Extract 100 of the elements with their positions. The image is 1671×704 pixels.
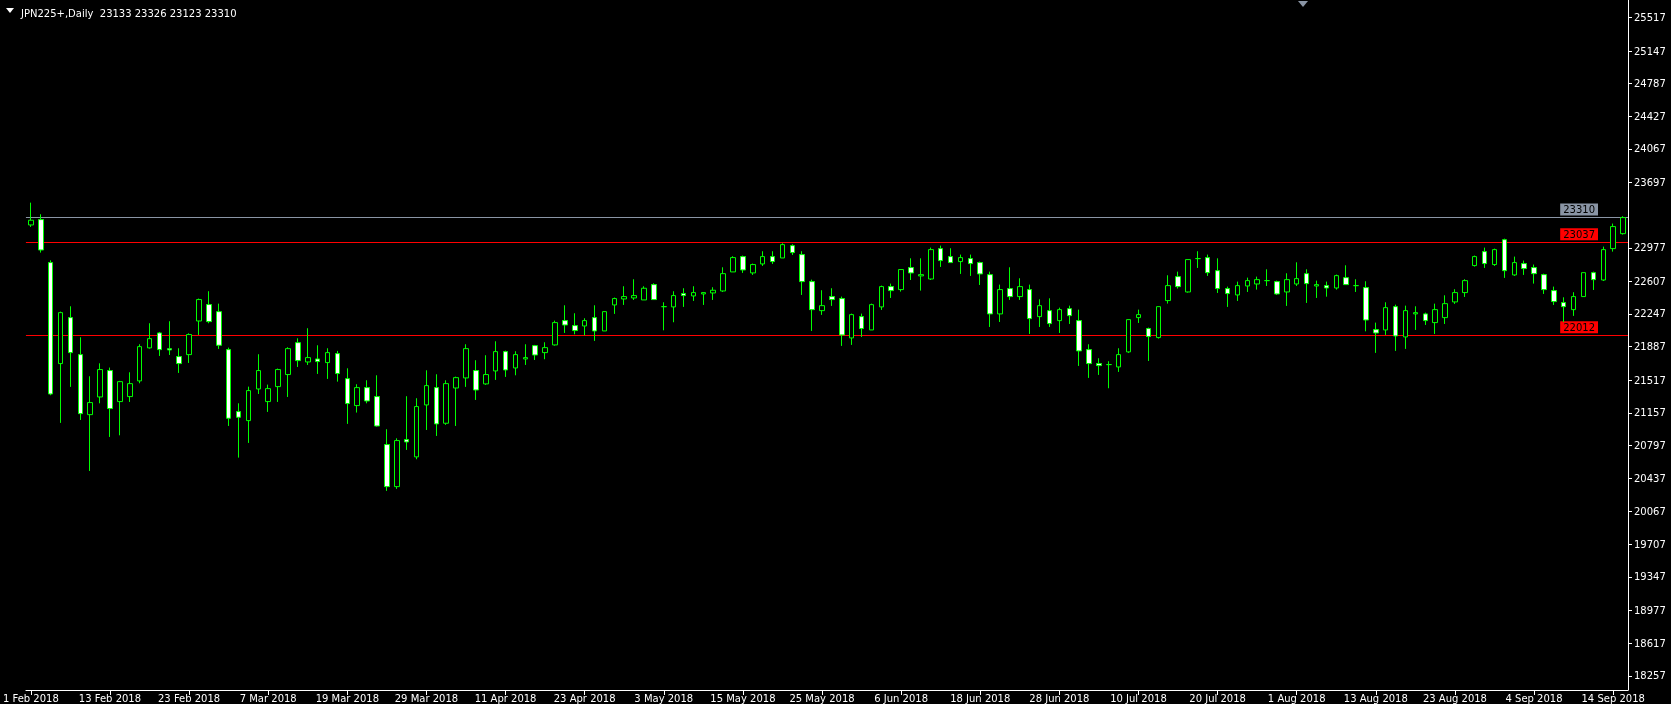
candlestick	[572, 312, 578, 335]
candlestick	[1472, 255, 1477, 268]
x-tick-label: 6 Jun 2018	[874, 692, 929, 704]
candlestick	[196, 298, 202, 336]
candlestick	[1541, 273, 1547, 295]
candlestick	[523, 343, 528, 366]
candlestick	[107, 367, 113, 438]
candlestick	[997, 284, 1003, 323]
x-tick-label: 7 Mar 2018	[239, 692, 297, 704]
candlestick	[1551, 286, 1557, 306]
candlestick	[1314, 280, 1319, 299]
candlestick	[493, 340, 498, 381]
candlestick	[434, 373, 439, 437]
candlestick	[424, 369, 429, 431]
y-tick-label: 18257	[1634, 670, 1666, 682]
candlestick	[1017, 277, 1023, 301]
candlestick	[68, 305, 73, 388]
y-tick-label: 24787	[1634, 78, 1666, 90]
x-tick-label: 11 Apr 2018	[474, 692, 537, 704]
candlestick	[1581, 272, 1586, 298]
candlestick	[661, 301, 667, 331]
candlestick	[127, 371, 133, 403]
candlestick	[1601, 246, 1606, 282]
candlestick	[849, 313, 854, 346]
candlestick	[562, 304, 568, 334]
x-tick-label: 1 Aug 2018	[1267, 692, 1326, 704]
candlestick	[869, 303, 874, 331]
candlestick	[898, 269, 904, 293]
candlestick	[1373, 322, 1379, 354]
candlestick	[1304, 268, 1309, 304]
candlestick	[1205, 254, 1210, 277]
y-tick-label: 20437	[1634, 472, 1666, 484]
candlestick	[1492, 248, 1497, 267]
y-tick-label: 21157	[1634, 407, 1666, 419]
candlestick	[602, 311, 607, 332]
candlestick	[651, 282, 657, 301]
candlestick	[216, 303, 222, 350]
candlestick	[97, 362, 103, 404]
candlestick	[1067, 305, 1072, 325]
candlestick	[1294, 261, 1299, 287]
y-tick-label: 20067	[1634, 506, 1666, 518]
candlestick	[147, 322, 152, 350]
candlestick	[295, 337, 301, 368]
candlestick	[592, 304, 597, 342]
candlestick	[790, 243, 795, 256]
candlestick	[176, 347, 182, 374]
candlestick	[641, 285, 647, 301]
candlestick	[48, 259, 53, 396]
candlestick	[1284, 272, 1290, 307]
candlestick	[1274, 280, 1280, 296]
candlestick	[275, 368, 281, 403]
candlestick	[542, 341, 548, 360]
candlestick	[117, 380, 123, 436]
candlestick	[968, 254, 973, 277]
candlestick	[1136, 309, 1141, 324]
candlestick	[740, 255, 746, 274]
y-tick-label: 19707	[1634, 538, 1666, 550]
candlestick	[879, 285, 884, 311]
candlestick	[1324, 281, 1329, 298]
candlestick	[1561, 296, 1566, 323]
x-tick-label: 10 Jul 2018	[1110, 692, 1167, 704]
candlestick	[799, 250, 805, 296]
candlestick	[958, 254, 963, 275]
candlestick	[1146, 327, 1151, 362]
candlestick	[631, 278, 637, 301]
candlestick	[1156, 306, 1161, 340]
candlestick	[710, 286, 716, 301]
x-tick-label: 15 May 2018	[710, 692, 776, 704]
candlestick	[1225, 286, 1230, 308]
x-tick-label: 1 Feb 2018	[2, 692, 59, 704]
x-tick-label: 23 Apr 2018	[553, 692, 616, 704]
candlestick	[1571, 291, 1576, 317]
candlestick	[364, 379, 370, 404]
x-tick-label: 23 Feb 2018	[157, 692, 221, 704]
candlestick	[246, 386, 251, 444]
x-tick-label: 13 Aug 2018	[1343, 692, 1408, 704]
candlestick	[1086, 343, 1092, 379]
candlestick	[1620, 215, 1626, 236]
candlestick	[1482, 247, 1487, 269]
candlestick	[582, 317, 587, 336]
y-tick-label: 22977	[1634, 242, 1666, 254]
candlestick	[1047, 297, 1052, 328]
candlestick	[335, 350, 340, 383]
x-tick-label: 4 Sep 2018	[1505, 692, 1563, 704]
y-tick-label: 20797	[1634, 439, 1666, 451]
candlestick	[1076, 309, 1082, 367]
x-tick-label: 23 Aug 2018	[1422, 692, 1487, 704]
y-tick-label: 21887	[1634, 341, 1666, 353]
candlestick	[157, 331, 162, 357]
candlestick	[1254, 276, 1260, 291]
y-tick-label: 18617	[1634, 637, 1666, 649]
candlestick	[404, 395, 409, 451]
y-tick-label: 18977	[1634, 604, 1666, 616]
candlestick	[829, 287, 835, 307]
candlestick	[720, 266, 726, 293]
candlestick	[1413, 305, 1418, 331]
candlestick	[384, 428, 390, 492]
text: JPN225+,Daily 23133 23326 23123 23310	[20, 7, 237, 19]
candlestick	[1442, 294, 1448, 325]
y-tick-label: 25147	[1634, 45, 1666, 57]
